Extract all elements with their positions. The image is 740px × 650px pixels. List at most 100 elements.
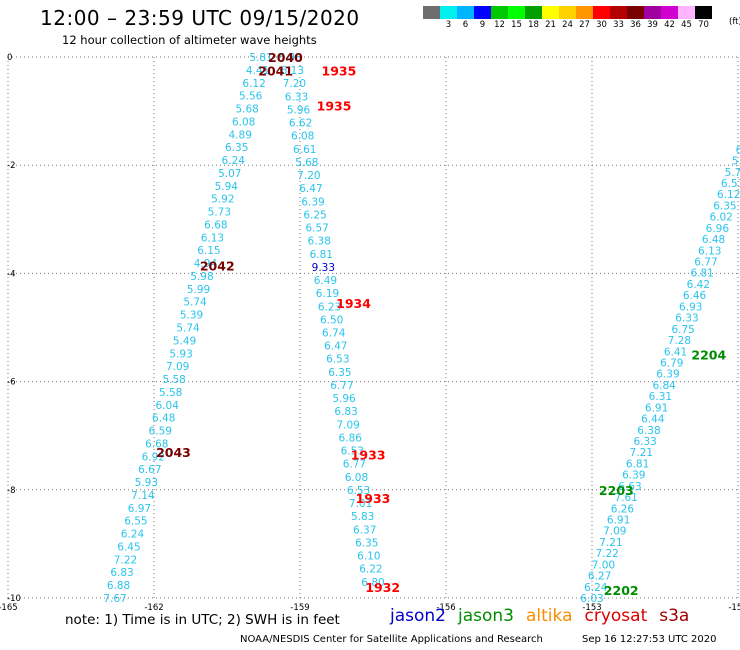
colorbar-swatch (644, 6, 661, 19)
swh-value: 6.08 (232, 116, 255, 128)
y-tick-label: -4 (7, 269, 15, 279)
colorbar-swatch (627, 6, 644, 19)
swh-value: 6.77 (343, 459, 366, 471)
swh-value: 6.23 (318, 301, 341, 313)
colorbar-label: 33 (613, 20, 624, 30)
swh-value: 6.53 (347, 485, 370, 497)
swh-value: 4.89 (229, 129, 252, 141)
x-tick-label: -156 (436, 603, 455, 613)
colorbar-bin: 21 (542, 6, 559, 31)
chart-subtitle: 12 hour collection of altimeter wave hei… (62, 33, 317, 47)
colorbar-swatch (525, 6, 542, 19)
pass-time-label: 2204 (691, 348, 726, 363)
colorbar-bin: 6 (457, 6, 474, 31)
x-tick-label: -165 (0, 603, 18, 613)
swh-value: 5.98 (190, 271, 213, 283)
colorbar-bin: 70 (695, 6, 712, 31)
pass-time-label: 2042 (200, 258, 235, 273)
satellite-jason3: jason3 (458, 606, 514, 626)
swh-value: 4.94 (194, 258, 218, 270)
credit-line: NOAA/NESDIS Center for Satellite Applica… (240, 634, 543, 645)
colorbar-label: 15 (511, 20, 522, 30)
pass-time-label: 2203 (599, 483, 634, 498)
swh-value: 6.91 (645, 402, 668, 414)
swh-value: 6.53 (721, 178, 740, 190)
colorbar-swatch (508, 6, 525, 19)
swh-value: 4.41 (246, 65, 269, 77)
swh-value: 6.13 (201, 232, 224, 244)
pass-time-label: 2043 (156, 445, 191, 460)
swh-value: 6.91 (607, 514, 630, 526)
swh-value: 6.44 (641, 414, 665, 426)
swh-value: 6.35 (225, 142, 248, 154)
footnote: note: 1) Time is in UTC; 2) SWH is in fe… (65, 612, 340, 628)
swh-value: 6.74 (322, 328, 346, 340)
swh-value: 6.42 (687, 279, 710, 291)
colorbar-bin: 36 (627, 6, 644, 31)
colorbar-label: 27 (579, 20, 590, 30)
swh-value: 6.12 (242, 78, 265, 90)
colorbar-bin: 33 (610, 6, 627, 31)
colorbar-bin: 24 (559, 6, 576, 31)
swh-value: 7.61 (614, 492, 637, 504)
swh-value: 7.00 (592, 559, 615, 571)
swh-value: 6.37 (353, 524, 376, 536)
swh-value: 6.61 (293, 144, 316, 156)
swh-value: 6.53 (341, 446, 364, 458)
swh-value: 6.68 (145, 438, 168, 450)
swh-value: 5.92 (211, 194, 234, 206)
swh-value: 6.33 (675, 313, 698, 325)
swh-value: 6.77 (330, 380, 353, 392)
colorbar-bin: 9 (474, 6, 491, 31)
satellite-cryosat: cryosat (584, 606, 648, 626)
swh-value: 5.96 (332, 393, 356, 405)
y-tick-label: 0 (7, 53, 12, 63)
colorbar-bin (423, 6, 440, 31)
swh-value: 6.48 (152, 413, 175, 425)
swh-value: 6.35 (713, 200, 736, 212)
satellite-altika: altika (526, 606, 573, 626)
colorbar-label: 36 (630, 20, 641, 30)
swh-value: 6.93 (679, 301, 702, 313)
swh-value: 5.68 (295, 157, 318, 169)
swh-value: 9.33 (312, 262, 335, 274)
colorbar-label: 42 (664, 20, 675, 30)
colorbar-bin: 27 (576, 6, 593, 31)
swh-value: 7.21 (630, 447, 653, 459)
swh-value: 5.96 (287, 104, 311, 116)
swh-value: 6.22 (359, 564, 382, 576)
swh-value: 5.56 (239, 91, 263, 103)
colorbar-label: 18 (528, 20, 539, 30)
swh-value: 5.83 (351, 511, 374, 523)
swh-value: 6.88 (107, 580, 130, 592)
swh-value: 7.09 (336, 419, 359, 431)
swh-value: 6.04 (156, 400, 180, 412)
colorbar-label: 30 (596, 20, 607, 30)
swh-value: 6.47 (299, 183, 322, 195)
colorbar-bin: 45 (678, 6, 695, 31)
swh-value: 6.24 (584, 582, 608, 594)
satellite-legend: jason2 jason3 altika cryosat s3a (390, 606, 701, 626)
swh-value: 6.80 (361, 577, 384, 589)
colorbar-swatch (610, 6, 627, 19)
colorbar-swatch (491, 6, 508, 19)
swh-value: 7.09 (166, 361, 189, 373)
colorbar-swatch (474, 6, 491, 19)
swh-value: 6.10 (357, 551, 380, 563)
colorbar-label: 6 (462, 20, 469, 30)
x-tick-label: -153 (582, 603, 601, 613)
pass-time-label: 1933 (351, 448, 386, 463)
colorbar-bin: 3 (440, 6, 457, 31)
swh-value: 5.71 (725, 167, 740, 179)
colorbar-swatch (576, 6, 593, 19)
swh-value: 5.94 (215, 181, 239, 193)
swh-value: 6.63 (618, 481, 641, 493)
swh-value: 5.93 (169, 348, 192, 360)
swh-value: 5.73 (208, 207, 231, 219)
swh-value: 6.35 (355, 537, 378, 549)
satellite-s3a: s3a (659, 606, 690, 626)
pass-time-label: 1935 (317, 99, 352, 114)
colorbar-label: 12 (494, 20, 505, 30)
chart-title: 12:00 – 23:59 UTC 09/15/2020 (40, 6, 360, 30)
swh-value: 6.84 (652, 380, 676, 392)
